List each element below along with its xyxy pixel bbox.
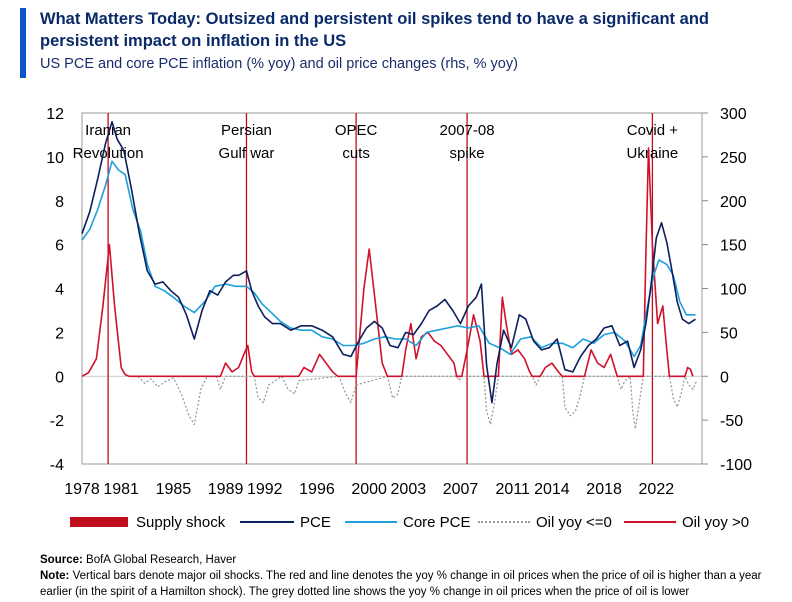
x-tick-label: 1996 [299, 481, 335, 498]
x-tick-label: 1985 [156, 481, 192, 498]
legend-item-oil-pos: Oil yoy >0 [624, 508, 749, 536]
legend-swatch-pce [240, 521, 294, 523]
legend-item-supply-shock: Supply shock [70, 508, 225, 536]
y-left-tick-label: 0 [55, 369, 64, 386]
legend-item-pce: PCE [240, 508, 331, 536]
y-left-tick-label: -2 [50, 413, 64, 430]
title-accent-bar [20, 8, 26, 78]
chart-footer: Source: BofA Global Research, Haver Note… [40, 552, 780, 600]
series-pce-line [81, 121, 696, 404]
x-tick-label: 2000 [351, 481, 387, 498]
x-tick-label: 1981 [103, 481, 139, 498]
legend-swatch-core-pce [345, 521, 397, 523]
y-right-tick-label: 100 [720, 282, 747, 299]
y-left-tick-label: 8 [55, 194, 64, 211]
source-line: Source: BofA Global Research, Haver [40, 552, 780, 568]
x-tick-label: 2003 [391, 481, 427, 498]
x-tick-label: 2007 [443, 481, 479, 498]
legend-label-pce: PCE [300, 513, 331, 531]
y-right-tick-label: 200 [720, 194, 747, 211]
series-oil-neg-line [137, 375, 698, 430]
legend-label-oil-pos: Oil yoy >0 [682, 513, 750, 531]
x-tick-label: 2014 [534, 481, 570, 498]
x-tick-label: 2022 [639, 481, 675, 498]
annotation-label-line1: OPEC [335, 122, 378, 139]
note-text: Vertical bars denote major oil shocks. T… [40, 570, 762, 598]
legend-item-oil-neg: Oil yoy <=0 [478, 508, 612, 536]
y-right-tick-label: -100 [720, 457, 752, 474]
y-right-tick-label: 300 [720, 106, 747, 123]
annotation-label-line2: Ukraine [627, 145, 679, 162]
chart-legend: Supply shock PCE Core PCE Oil yoy <=0 Oi… [0, 508, 792, 536]
x-tick-label: 1992 [247, 481, 283, 498]
x-tick-label: 1989 [208, 481, 244, 498]
legend-item-core-pce: Core PCE [345, 508, 471, 536]
y-right-tick-label: 50 [720, 325, 738, 342]
plot-frame [81, 112, 703, 465]
source-text: BofA Global Research, Haver [82, 554, 237, 566]
note-label: Note: [40, 570, 70, 582]
annotation-label-line1: Persian [221, 122, 272, 139]
legend-swatch-supply-shock [70, 517, 128, 527]
y-right-tick-label: -50 [720, 413, 743, 430]
annotation-label-line2: Gulf war [219, 145, 275, 162]
y-left-tick-label: 12 [46, 106, 64, 123]
y-left-tick-label: 2 [55, 325, 64, 342]
y-left-tick-label: 10 [46, 150, 64, 167]
chart-title: What Matters Today: Outsized and persist… [40, 10, 709, 50]
legend-label-core-pce: Core PCE [403, 513, 471, 531]
annotation-label-line2: spike [450, 145, 485, 162]
legend-label-supply-shock: Supply shock [136, 513, 226, 531]
x-tick-label: 2018 [586, 481, 622, 498]
series-core-pce-line [81, 160, 696, 358]
legend-swatch-oil-pos [624, 521, 676, 523]
legend-swatch-oil-neg [478, 521, 530, 523]
annotation-label-line2: Revolution [73, 145, 144, 162]
note-line: Note: Vertical bars denote major oil sho… [40, 568, 780, 600]
annotation-label-line1: Iranian [85, 122, 131, 139]
legend-label-oil-neg: Oil yoy <=0 [536, 513, 612, 531]
y-left-tick-label: 4 [55, 282, 64, 299]
series-oil-pos-line [81, 147, 694, 378]
annotation-label-line1: Covid + [627, 122, 679, 139]
annotation-label-line2: cuts [342, 145, 370, 162]
y-right-tick-label: 150 [720, 238, 747, 255]
source-label: Source: [40, 554, 83, 566]
y-right-tick-label: 0 [720, 369, 729, 386]
y-left-tick-label: -4 [50, 457, 64, 474]
y-right-tick-label: 250 [720, 150, 747, 167]
y-left-tick-label: 6 [55, 238, 64, 255]
x-tick-label: 2011 [496, 481, 531, 498]
x-tick-label: 1978 [64, 481, 100, 498]
annotation-label-line1: 2007-08 [440, 122, 495, 139]
chart-subtitle: US PCE and core PCE inflation (% yoy) an… [40, 56, 518, 72]
